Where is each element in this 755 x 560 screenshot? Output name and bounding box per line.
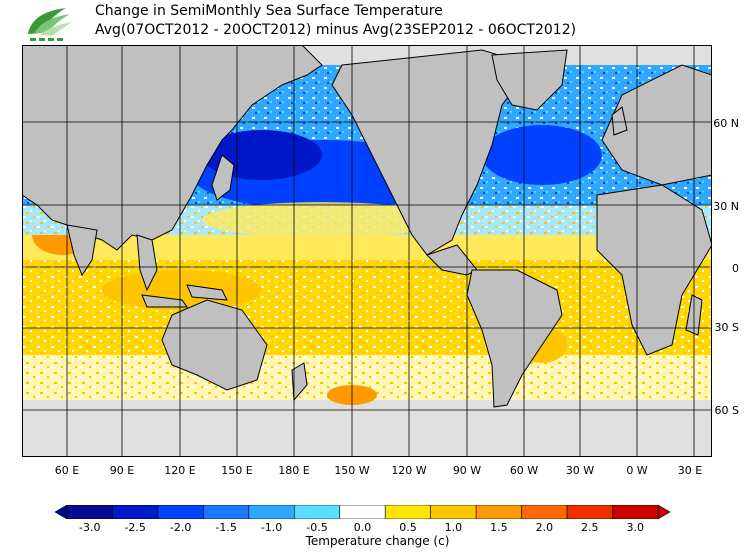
- land-india: [66, 224, 98, 277]
- lat-label-60n: 60 N: [713, 117, 739, 130]
- colorbar-swatch: [294, 505, 341, 519]
- land-south-america: [466, 269, 563, 408]
- lon-label: 120 W: [391, 464, 427, 477]
- colorbar-swatch: [612, 505, 659, 519]
- map-subtitle: Avg(07OCT2012 - 20OCT2012) minus Avg(23S…: [95, 22, 577, 38]
- lat-label-0: 0: [732, 262, 739, 275]
- land-eurasia: [22, 45, 323, 251]
- lon-label: 120 E: [164, 464, 196, 477]
- lon-label: 150 E: [221, 464, 253, 477]
- colorbar-tick-label: -3.0: [78, 521, 101, 534]
- land: [22, 45, 712, 408]
- colorbar-swatch: [112, 505, 159, 519]
- colorbar-tick-label: 0.0: [353, 521, 372, 534]
- colorbar-tick-label: 1.5: [490, 521, 508, 534]
- colorbar-swatch: [384, 505, 431, 519]
- lon-label: 60 W: [509, 464, 539, 477]
- colorbar-swatch: [339, 505, 386, 519]
- land-australia: [161, 299, 268, 391]
- lon-label: 150 W: [334, 464, 370, 477]
- lon-label: 30 E: [677, 464, 703, 477]
- lon-label: 90 W: [452, 464, 482, 477]
- lon-label: 60 E: [54, 464, 80, 477]
- colorbar-tick-label: 1.0: [444, 521, 463, 534]
- antarctic-ice: [22, 400, 712, 457]
- colorbar-tick-label: 3.0: [626, 521, 645, 534]
- colorbar-swatch: [157, 505, 204, 519]
- colorbar-tick-label: 0.5: [399, 521, 417, 534]
- strong-cooling-natl: [482, 125, 602, 185]
- colorbar-swatch: [66, 505, 113, 519]
- lat-label-30n: 30 N: [713, 200, 739, 213]
- colorbar-swatch: [203, 505, 250, 519]
- map-title: Change in SemiMonthly Sea Surface Temper…: [95, 3, 443, 19]
- land-greenland: [491, 49, 568, 111]
- graticule: [22, 45, 712, 457]
- colorbar-tick-label: 2.5: [581, 521, 599, 534]
- colorbar-tick-label: -1.5: [215, 521, 237, 534]
- colorbar-tick-label: -2.0: [169, 521, 192, 534]
- colorbar-swatch: [430, 505, 477, 519]
- colorbar-swatch: [521, 505, 568, 519]
- agency-logo: [28, 8, 72, 41]
- lon-label: 90 E: [109, 464, 135, 477]
- colorbar-arrow-high: [657, 505, 670, 519]
- lon-label: 0 W: [626, 464, 648, 477]
- colorbar-swatch: [566, 505, 613, 519]
- lon-label: 180 E: [278, 464, 310, 477]
- sst-change-map: [22, 45, 712, 457]
- lat-label-30s: 30 S: [714, 321, 739, 334]
- lat-label-60s: 60 S: [714, 404, 739, 417]
- colorbar-arrow-low: [55, 505, 68, 519]
- lon-label: 30 W: [565, 464, 595, 477]
- colorbar-tick-label: -2.5: [124, 521, 146, 534]
- colorbar-swatch: [248, 505, 295, 519]
- colorbar: [55, 505, 670, 519]
- colorbar-title: Temperature change (c): [305, 534, 450, 548]
- colorbar-swatch: [475, 505, 522, 519]
- land-japan: [211, 154, 235, 201]
- colorbar-tick-label: -1.0: [260, 521, 283, 534]
- colorbar-tick-label: -0.5: [306, 521, 328, 534]
- land-europe: [601, 64, 712, 186]
- colorbar-tick-label: 2.0: [535, 521, 554, 534]
